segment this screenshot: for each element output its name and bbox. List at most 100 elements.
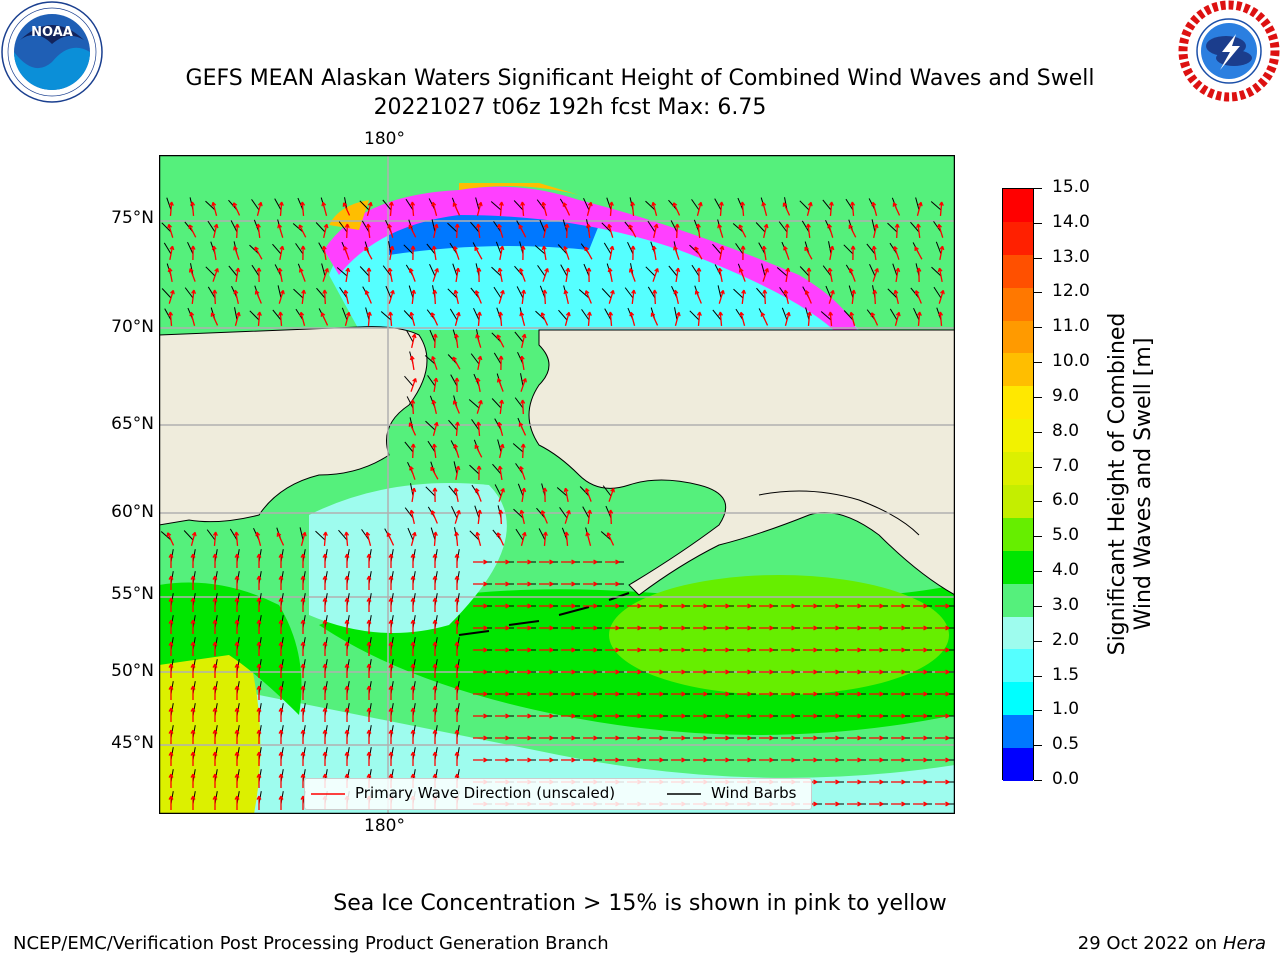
wave-direction-arrow xyxy=(517,647,532,653)
wave-direction-arrow xyxy=(542,487,548,503)
wave-direction-arrow xyxy=(473,603,488,609)
wave-direction-arrow xyxy=(584,246,593,260)
wave-direction-arrow xyxy=(913,779,928,785)
wave-direction-arrow xyxy=(848,268,856,282)
wave-direction-arrow xyxy=(411,487,417,503)
wind-barb xyxy=(406,396,414,409)
colorbar-tick-label: 9.0 xyxy=(1052,385,1080,406)
colorbar-tick-mark xyxy=(1034,780,1042,781)
wave-direction-arrow xyxy=(693,647,708,653)
wave-direction-arrow xyxy=(891,801,906,807)
wave-direction-arrow xyxy=(673,289,679,304)
wave-direction-arrow xyxy=(432,663,438,678)
wind-barb xyxy=(249,244,260,255)
wind-barb xyxy=(382,199,392,211)
wave-direction-arrow xyxy=(914,246,923,260)
wave-direction-arrow xyxy=(608,289,615,304)
wave-direction-arrow xyxy=(190,707,196,722)
wind-barb xyxy=(582,506,590,519)
wave-direction-arrow xyxy=(693,757,708,763)
wave-direction-arrow xyxy=(168,289,175,304)
wind-barb xyxy=(230,220,238,233)
wind-barb xyxy=(494,484,502,497)
wave-direction-arrow xyxy=(519,311,526,326)
wave-direction-arrow xyxy=(212,619,218,634)
wave-direction-arrow xyxy=(495,735,510,741)
wave-direction-arrow xyxy=(605,757,620,763)
wave-direction-arrow xyxy=(649,713,664,719)
wind-barb xyxy=(583,198,590,211)
wave-direction-arrow xyxy=(871,201,878,216)
colorbar-tick-mark xyxy=(1034,675,1042,677)
wave-direction-arrow xyxy=(759,647,774,653)
wind-barb xyxy=(799,266,810,277)
wave-direction-arrow xyxy=(539,691,554,697)
wind-barb xyxy=(293,288,304,299)
wave-direction-arrow xyxy=(322,575,328,590)
wave-direction-arrow xyxy=(564,223,570,239)
wind-barb xyxy=(820,311,832,321)
wave-direction-arrow xyxy=(322,289,328,305)
wave-direction-arrow xyxy=(913,713,928,719)
wave-direction-arrow xyxy=(517,603,532,609)
wave-direction-arrow xyxy=(432,685,438,700)
wave-direction-arrow xyxy=(847,669,862,675)
wave-direction-arrow xyxy=(234,531,240,547)
wave-direction-arrow xyxy=(759,691,774,697)
wave-direction-arrow xyxy=(410,597,416,612)
wave-direction-arrow xyxy=(321,245,327,261)
wave-direction-arrow xyxy=(583,625,598,631)
wave-direction-arrow xyxy=(366,311,372,327)
wave-direction-arrow xyxy=(300,245,306,261)
wave-direction-arrow xyxy=(278,729,284,744)
wind-barb xyxy=(600,531,612,541)
wave-direction-arrow xyxy=(212,531,218,547)
wave-direction-arrow xyxy=(519,355,525,371)
wave-direction-arrow xyxy=(608,201,614,217)
wave-direction-arrow xyxy=(410,641,416,656)
wave-direction-arrow xyxy=(869,625,884,631)
wave-direction-arrow xyxy=(234,619,240,634)
wave-direction-arrow xyxy=(278,619,284,634)
wave-direction-arrow xyxy=(474,290,482,304)
wave-direction-arrow xyxy=(627,735,642,741)
wind-barb xyxy=(848,285,854,299)
wave-direction-arrow xyxy=(454,223,460,239)
colorbar-tick-mark xyxy=(1034,640,1042,642)
wind-barb xyxy=(425,486,436,497)
wave-direction-arrow xyxy=(210,312,219,326)
wave-direction-arrow xyxy=(212,663,218,678)
colorbar-tick-mark xyxy=(1034,222,1042,224)
wind-barb xyxy=(670,220,678,233)
wave-direction-arrow xyxy=(870,312,879,326)
wave-direction-arrow xyxy=(717,223,724,238)
wave-direction-arrow xyxy=(891,647,906,653)
wave-direction-arrow xyxy=(827,223,834,238)
wave-direction-arrow xyxy=(650,312,659,326)
wave-direction-arrow xyxy=(935,603,950,609)
wave-direction-arrow xyxy=(935,735,950,741)
wave-direction-arrow xyxy=(431,399,437,414)
wind-barb xyxy=(933,221,942,233)
wave-direction-arrow xyxy=(388,663,394,678)
land-siberia xyxy=(159,326,428,526)
wind-barb xyxy=(431,219,436,233)
wave-direction-arrow xyxy=(454,663,460,678)
wave-direction-arrow xyxy=(167,223,174,238)
wave-direction-arrow xyxy=(891,713,906,719)
wave-direction-arrow xyxy=(584,290,592,304)
wave-direction-arrow xyxy=(562,202,571,216)
wave-direction-arrow xyxy=(366,641,372,656)
wave-direction-arrow xyxy=(584,488,592,502)
wave-direction-arrow xyxy=(454,575,460,590)
wave-direction-arrow xyxy=(759,735,774,741)
wave-direction-arrow xyxy=(322,707,328,722)
wind-barb xyxy=(538,528,546,541)
wave-direction-arrow xyxy=(935,647,950,653)
wind-barb xyxy=(645,200,656,211)
colorbar-tick-label: 0.5 xyxy=(1052,734,1080,755)
wave-direction-arrow xyxy=(233,289,239,304)
wave-direction-arrow xyxy=(234,663,240,678)
wave-direction-arrow xyxy=(344,685,350,700)
wave-direction-arrow xyxy=(649,603,664,609)
